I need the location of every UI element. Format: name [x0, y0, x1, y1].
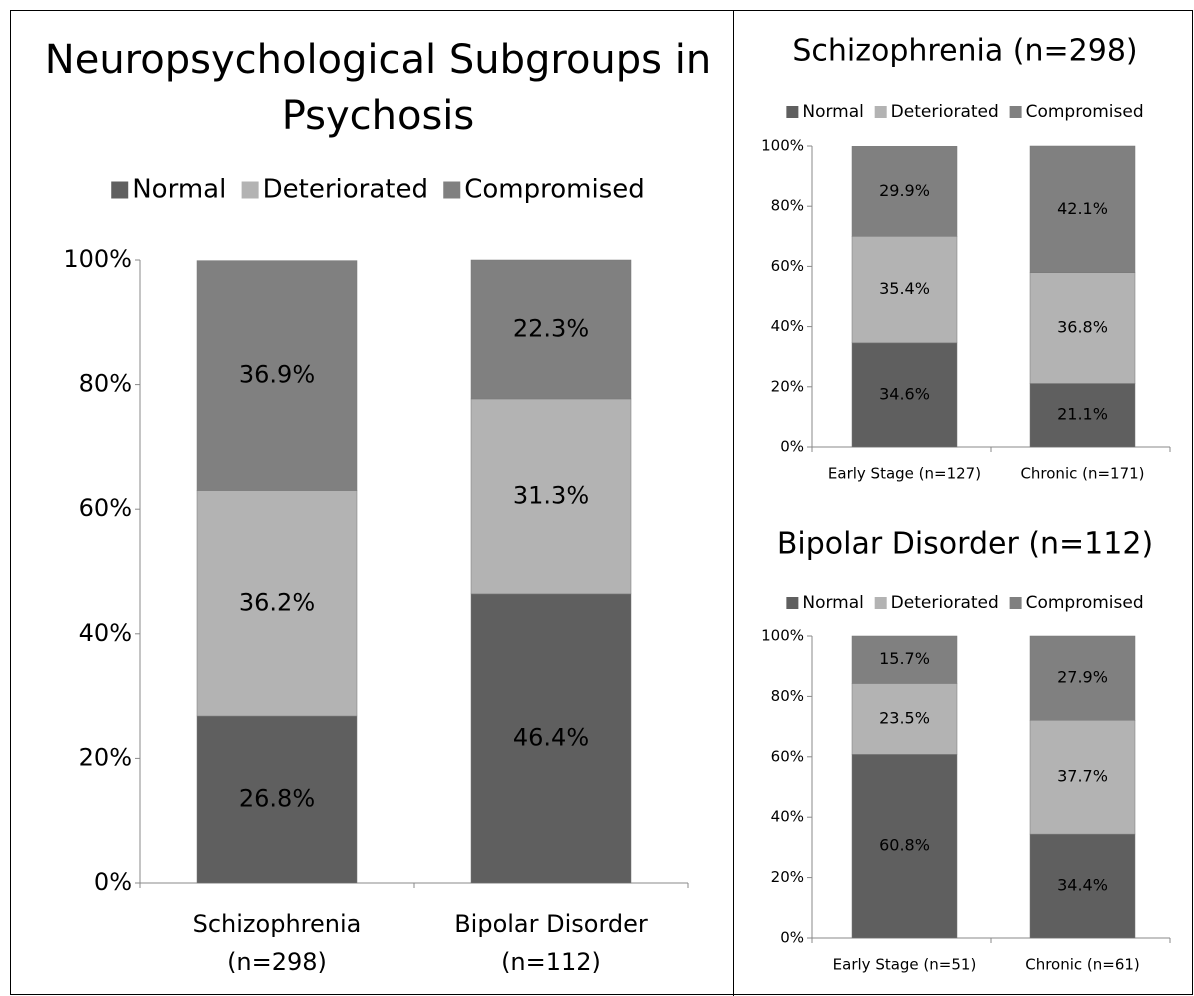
y-tick-label: 100% — [761, 627, 804, 645]
legend-swatch — [874, 106, 887, 118]
bar-segment — [196, 715, 358, 884]
data-label: 29.9% — [879, 181, 930, 200]
data-label: 21.1% — [1057, 405, 1108, 424]
y-tick-label: 0% — [780, 929, 804, 947]
bar-segment — [196, 260, 358, 491]
legend-label: Normal — [132, 175, 226, 205]
bar-segment — [470, 259, 632, 400]
data-label: 60.8% — [879, 836, 930, 855]
legend-swatch — [1009, 106, 1022, 118]
data-label: 27.9% — [1057, 668, 1108, 687]
legend-label: Compromised — [1026, 593, 1144, 613]
frame — [10, 10, 1193, 995]
y-tick-label: 40% — [79, 619, 132, 647]
legend-swatch — [786, 106, 799, 118]
y-tick-label: 20% — [79, 743, 132, 771]
data-label: 31.3% — [513, 481, 589, 509]
data-label: 36.2% — [239, 588, 315, 616]
y-tick-label: 40% — [771, 317, 804, 335]
legend-swatch — [1009, 597, 1022, 609]
legend-label: Compromised — [464, 175, 645, 205]
y-tick-label: 60% — [771, 747, 804, 765]
legend-label: Deteriorated — [891, 593, 999, 613]
y-tick-label: 0% — [780, 438, 804, 456]
legend-label: Compromised — [1026, 102, 1144, 122]
legend-swatch — [874, 597, 887, 609]
legend-swatch — [443, 181, 461, 199]
bar-segment — [470, 398, 632, 595]
data-label: 42.1% — [1057, 199, 1108, 218]
legend: Normal Deteriorated Compromised — [786, 593, 1144, 613]
x-tick-label: Schizophrenia (n=298) — [193, 910, 362, 976]
bar-segment — [1029, 272, 1136, 384]
bar-segment — [1029, 145, 1136, 273]
x-tick-label: Chronic (n=171) — [1020, 465, 1144, 483]
data-label: 36.9% — [239, 361, 315, 389]
y-tick-label: 80% — [771, 197, 804, 215]
y-tick-label: 20% — [771, 868, 804, 886]
legend-swatch — [111, 181, 129, 199]
x-tick-label: Bipolar Disorder (n=112) — [454, 910, 648, 976]
y-tick-label: 60% — [79, 494, 132, 522]
bar-segment — [851, 754, 958, 939]
chart-title: Neuropsychological Subgroups in Psychosis — [45, 37, 711, 139]
bar-segment — [851, 236, 958, 344]
legend-label: Deteriorated — [891, 102, 999, 122]
data-label: 34.6% — [879, 384, 930, 403]
y-tick-label: 60% — [771, 257, 804, 275]
bar-segment — [196, 490, 358, 717]
bar-segment — [851, 683, 958, 755]
bar-segment — [470, 593, 632, 884]
y-tick-label: 100% — [761, 137, 804, 155]
bar-segment — [1029, 635, 1136, 721]
data-label: 34.4% — [1057, 876, 1108, 895]
data-label: 46.4% — [513, 723, 589, 751]
x-tick-label: Chronic (n=61) — [1025, 956, 1140, 974]
y-tick-label: 0% — [94, 868, 132, 896]
y-tick-label: 40% — [771, 808, 804, 826]
bar-segment — [1029, 720, 1136, 835]
data-label: 22.3% — [513, 314, 589, 342]
data-label: 35.4% — [879, 279, 930, 298]
bar-segment — [1029, 383, 1136, 448]
y-tick-label: 100% — [63, 245, 132, 273]
bar-segment — [851, 635, 958, 684]
data-label: 26.8% — [239, 785, 315, 813]
y-tick-label: 20% — [771, 377, 804, 395]
legend-label: Deteriorated — [263, 175, 428, 205]
legend-label: Normal — [802, 593, 864, 613]
data-label: 37.7% — [1057, 767, 1108, 786]
bar-segment — [851, 342, 958, 448]
legend-swatch — [786, 597, 799, 609]
legend-label: Normal — [802, 102, 864, 122]
data-label: 36.8% — [1057, 318, 1108, 337]
x-tick-label: Early Stage (n=127) — [828, 465, 981, 483]
legend: Normal Deteriorated Compromised — [786, 102, 1144, 122]
y-tick-label: 80% — [771, 687, 804, 705]
x-tick-label: Early Stage (n=51) — [833, 956, 977, 974]
y-tick-label: 80% — [79, 370, 132, 398]
legend: Normal Deteriorated Compromised — [111, 175, 645, 205]
data-label: 15.7% — [879, 649, 930, 668]
bar-segment — [1029, 833, 1136, 939]
bar-segment — [851, 146, 958, 237]
chart-title: Schizophrenia (n=298) — [792, 34, 1137, 69]
data-label: 23.5% — [879, 708, 930, 727]
legend-swatch — [241, 181, 259, 199]
chart-title: Bipolar Disorder (n=112) — [777, 527, 1153, 562]
